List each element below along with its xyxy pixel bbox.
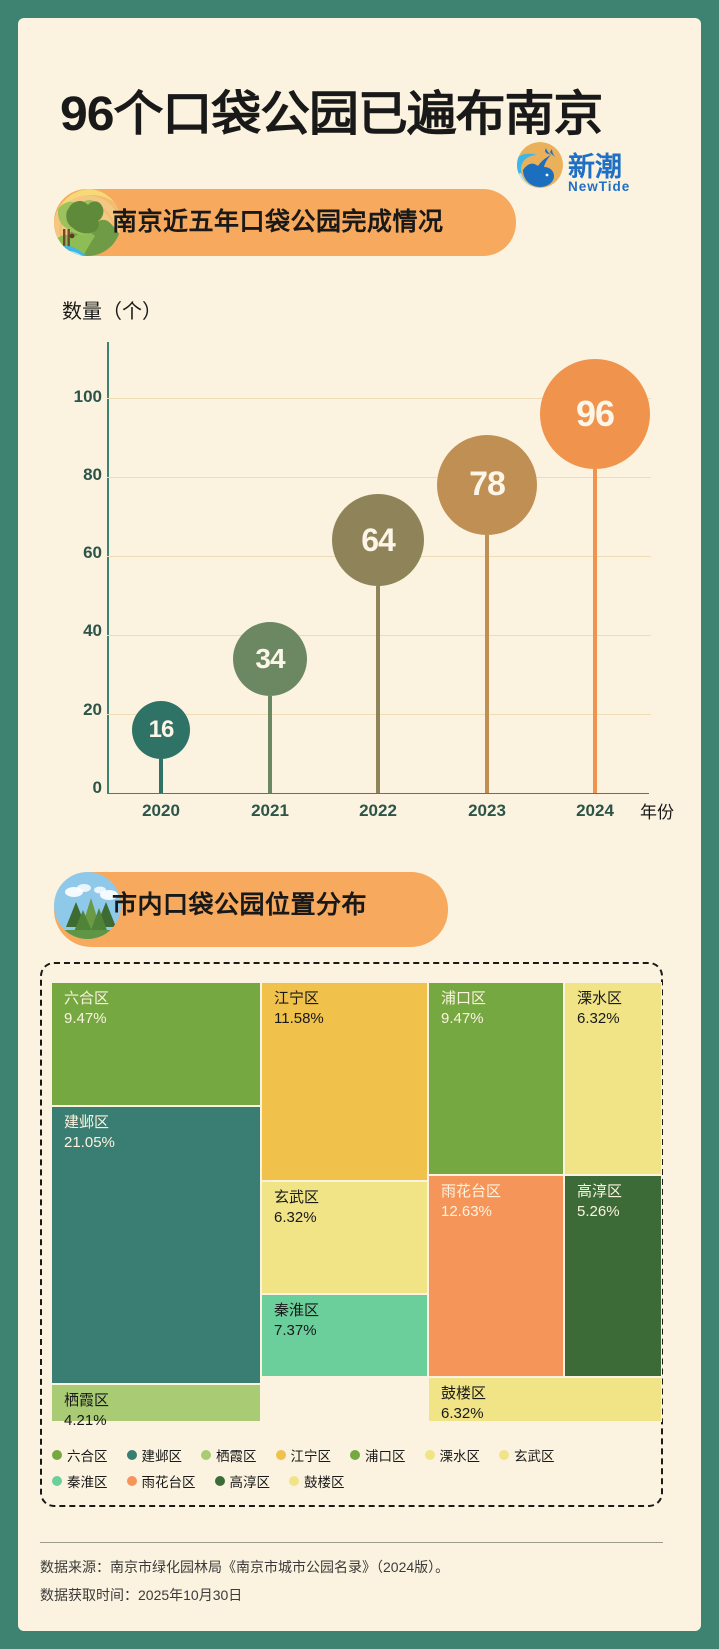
svg-text:NewTide: NewTide [568, 179, 630, 194]
svg-text:新潮: 新潮 [568, 151, 622, 182]
